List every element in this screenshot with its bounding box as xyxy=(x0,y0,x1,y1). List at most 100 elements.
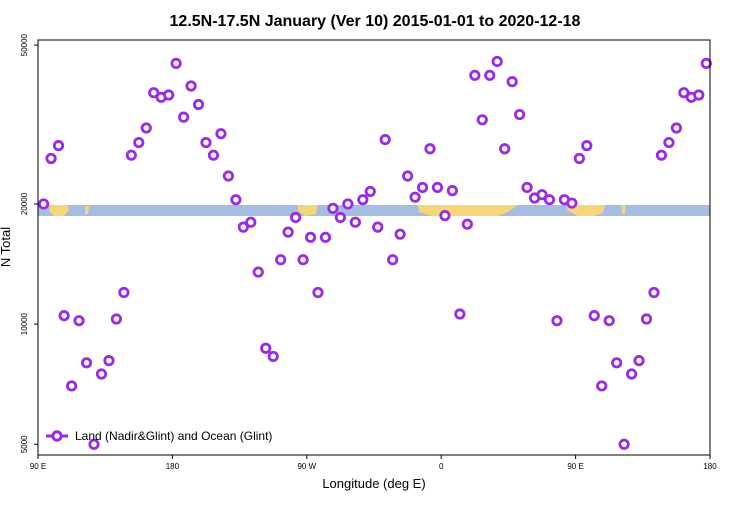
data-point xyxy=(207,149,220,161)
data-point xyxy=(267,350,279,363)
data-point xyxy=(133,136,145,149)
x-axis-label: Longitude (deg E) xyxy=(322,476,425,491)
data-point xyxy=(670,122,683,134)
data-point xyxy=(633,355,645,367)
data-point xyxy=(304,231,317,243)
data-point xyxy=(446,185,458,197)
data-point xyxy=(52,140,65,152)
land-mass-3 xyxy=(298,205,318,216)
data-point xyxy=(319,231,332,243)
data-point xyxy=(536,189,548,201)
data-point xyxy=(192,98,205,111)
ocean-band xyxy=(38,205,710,216)
y-tick-label: 5000 xyxy=(20,435,29,453)
data-point xyxy=(103,355,115,367)
x-tick-label: 90 E xyxy=(30,462,46,471)
data-point xyxy=(73,315,85,327)
data-point xyxy=(252,266,264,278)
data-point xyxy=(618,438,630,450)
data-point xyxy=(342,198,354,210)
x-tick-label: 0 xyxy=(439,462,444,471)
data-point xyxy=(394,228,406,240)
data-point xyxy=(640,313,653,325)
data-point xyxy=(603,315,615,327)
data-point xyxy=(297,254,309,266)
data-point xyxy=(454,308,466,320)
x-tick-label: 180 xyxy=(703,462,717,471)
data-point xyxy=(581,140,593,152)
data-point xyxy=(88,438,100,450)
data-point xyxy=(275,254,287,266)
data-point xyxy=(200,136,212,149)
data-point xyxy=(401,170,414,182)
data-point xyxy=(245,216,257,228)
data-point xyxy=(625,368,638,380)
data-point xyxy=(431,181,444,194)
data-point xyxy=(45,152,57,165)
data-point xyxy=(80,357,93,369)
x-tick-label: 90 W xyxy=(297,462,316,471)
data-point xyxy=(178,111,190,123)
data-point xyxy=(349,216,361,228)
data-point xyxy=(611,357,623,369)
data-point xyxy=(230,194,242,206)
data-point xyxy=(95,368,108,380)
data-point xyxy=(37,198,50,210)
data-point xyxy=(476,114,488,126)
data-point xyxy=(118,286,130,299)
y-axis-label: N Total xyxy=(0,227,13,267)
data-point xyxy=(163,89,175,101)
x-axis: 90 E 180 90 W 0 90 E 180 xyxy=(30,455,717,471)
data-point xyxy=(409,191,421,203)
data-point xyxy=(484,69,496,81)
chart-title: 12.5N-17.5N January (Ver 10) 2015-01-01 … xyxy=(170,13,581,30)
x-tick-label: 180 xyxy=(166,462,180,471)
legend-marker xyxy=(51,430,63,442)
data-point xyxy=(678,87,690,99)
data-point xyxy=(282,226,294,238)
land-mass-5 xyxy=(566,205,605,216)
y-axis: 5000 10000 20000 50000 xyxy=(20,33,38,453)
data-point xyxy=(543,194,556,206)
data-point xyxy=(364,185,376,198)
land-mass-1 xyxy=(49,205,69,216)
data-point xyxy=(416,181,429,194)
data-point xyxy=(260,342,272,354)
data-point xyxy=(551,315,563,327)
data-point xyxy=(334,211,346,224)
data-point xyxy=(439,210,451,222)
data-point xyxy=(312,286,324,299)
data-point xyxy=(424,143,436,155)
data-point xyxy=(215,128,227,140)
legend: Land (Nadir&Glint) and Ocean (Glint) xyxy=(46,429,272,443)
data-point xyxy=(588,310,600,322)
data-point xyxy=(663,136,675,149)
data-point xyxy=(237,221,249,233)
data-point xyxy=(66,380,78,392)
x-tick-label: 90 E xyxy=(567,462,583,471)
data-point xyxy=(655,149,668,161)
data-point xyxy=(499,143,511,155)
legend-label: Land (Nadir&Glint) and Ocean (Glint) xyxy=(75,429,272,443)
data-point xyxy=(379,133,391,146)
data-point xyxy=(222,170,234,182)
data-point xyxy=(596,380,608,392)
data-point xyxy=(140,122,152,134)
land-ocean-band xyxy=(38,205,710,216)
data-point xyxy=(521,181,533,194)
land-mass-2 xyxy=(85,206,89,214)
data-point xyxy=(648,286,660,299)
data-point xyxy=(506,76,518,88)
data-point xyxy=(700,57,712,69)
data-point xyxy=(185,80,197,92)
data-point xyxy=(148,87,160,99)
data-point xyxy=(566,197,578,209)
data-point xyxy=(387,254,399,266)
data-point xyxy=(469,69,481,81)
data-point xyxy=(372,221,384,233)
data-point xyxy=(357,194,369,206)
data-point xyxy=(170,57,182,69)
data-point xyxy=(327,202,339,214)
